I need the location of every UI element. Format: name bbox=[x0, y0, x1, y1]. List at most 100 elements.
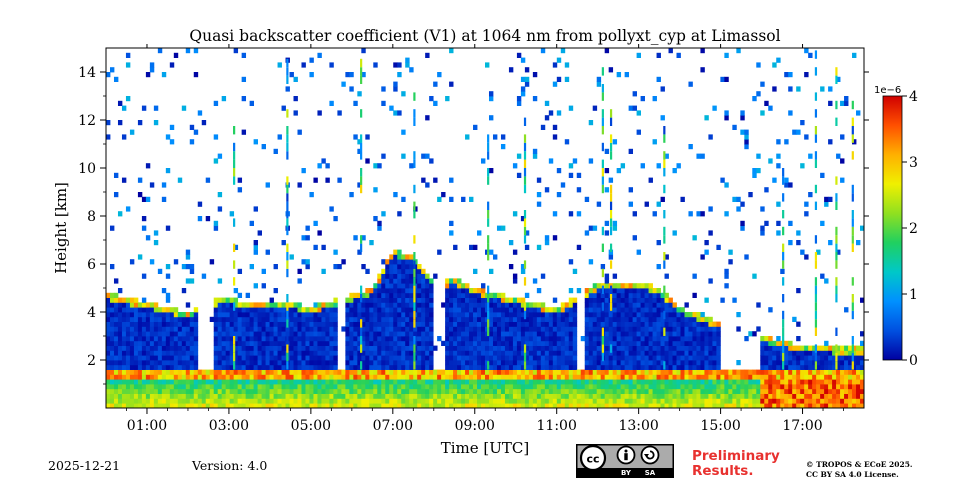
heatmap-cell bbox=[663, 327, 666, 336]
heatmap-cell bbox=[281, 403, 286, 409]
heatmap-cell bbox=[373, 283, 378, 289]
heatmap-cell bbox=[844, 398, 849, 404]
heatmap-cell bbox=[692, 388, 697, 394]
heatmap-cell bbox=[401, 326, 406, 332]
heatmap-cell bbox=[185, 278, 191, 284]
heatmap-cell bbox=[680, 360, 685, 366]
heatmap-cell bbox=[856, 388, 861, 394]
heatmap-cell bbox=[237, 369, 243, 375]
heatmap-cell bbox=[632, 302, 637, 308]
heatmap-cell bbox=[568, 350, 574, 356]
heatmap-cell bbox=[523, 117, 527, 126]
heatmap-cell bbox=[381, 360, 386, 366]
heatmap-cell bbox=[373, 292, 378, 298]
heatmap-cell bbox=[500, 388, 506, 394]
heatmap-cell bbox=[744, 384, 749, 390]
heatmap-cell bbox=[417, 312, 422, 318]
heatmap-cell bbox=[568, 360, 574, 366]
heatmap-cell bbox=[756, 62, 761, 68]
heatmap-cell bbox=[700, 350, 705, 356]
heatmap-cell bbox=[640, 340, 645, 346]
heatmap-cell bbox=[664, 297, 669, 303]
heatmap-cell bbox=[668, 388, 673, 394]
heatmap-cell bbox=[409, 374, 414, 380]
heatmap-cell bbox=[281, 321, 286, 327]
heatmap-cell bbox=[153, 312, 159, 318]
heatmap-cell bbox=[313, 393, 318, 399]
heatmap-cell bbox=[528, 302, 534, 308]
heatmap-cell bbox=[125, 403, 131, 409]
heatmap-cell bbox=[445, 379, 450, 385]
heatmap-cell bbox=[329, 336, 334, 342]
heatmap-cell bbox=[628, 384, 634, 390]
heatmap-cell bbox=[524, 369, 530, 375]
heatmap-cell bbox=[556, 192, 562, 198]
heatmap-cell bbox=[704, 374, 709, 380]
heatmap-cell bbox=[121, 321, 127, 327]
heatmap-cell bbox=[117, 340, 123, 346]
heatmap-cell bbox=[169, 398, 175, 404]
heatmap-cell bbox=[628, 388, 634, 394]
heatmap-cell bbox=[345, 384, 350, 390]
heatmap-cell bbox=[576, 172, 582, 178]
heatmap-cell bbox=[704, 240, 709, 246]
heatmap-cell bbox=[676, 312, 681, 318]
heatmap-cell bbox=[213, 345, 219, 351]
heatmap-cell bbox=[700, 153, 705, 159]
heatmap-cell bbox=[441, 388, 446, 394]
heatmap-cell bbox=[289, 316, 294, 322]
heatmap-cell bbox=[217, 278, 223, 284]
heatmap-cell bbox=[449, 379, 454, 385]
heatmap-cell bbox=[796, 129, 801, 135]
heatmap-cell bbox=[748, 369, 753, 375]
heatmap-cell bbox=[604, 321, 610, 327]
heatmap-cell bbox=[532, 369, 538, 375]
heatmap-cell bbox=[724, 273, 729, 279]
heatmap-cell bbox=[608, 254, 614, 260]
heatmap-cell bbox=[477, 307, 482, 313]
heatmap-cell bbox=[620, 350, 626, 356]
heatmap-cell bbox=[337, 398, 342, 404]
heatmap-cell bbox=[321, 307, 326, 313]
heatmap-cell bbox=[173, 393, 179, 399]
heatmap-cell bbox=[848, 403, 853, 409]
heatmap-cell bbox=[201, 398, 207, 404]
heatmap-cell bbox=[704, 115, 709, 121]
heatmap-cell bbox=[672, 403, 677, 409]
heatmap-cell bbox=[560, 388, 566, 394]
heatmap-cell bbox=[840, 384, 845, 390]
heatmap-cell bbox=[357, 350, 362, 356]
heatmap-cell bbox=[393, 264, 398, 270]
heatmap-cell bbox=[417, 374, 422, 380]
heatmap-cell bbox=[297, 316, 302, 322]
heatmap-cell bbox=[556, 321, 562, 327]
heatmap-cell bbox=[584, 288, 590, 294]
heatmap-cell bbox=[365, 134, 370, 140]
heatmap-cell bbox=[596, 201, 602, 207]
heatmap-cell bbox=[636, 374, 641, 380]
heatmap-cell bbox=[149, 388, 155, 394]
heatmap-cell bbox=[389, 379, 394, 385]
heatmap-cell bbox=[708, 355, 713, 361]
heatmap-cell bbox=[165, 134, 171, 140]
heatmap-cell bbox=[716, 379, 721, 385]
heatmap-cell bbox=[445, 297, 450, 303]
heatmap-cell bbox=[145, 235, 151, 241]
heatmap-cell bbox=[297, 350, 302, 356]
heatmap-cell bbox=[692, 321, 697, 327]
heatmap-cell bbox=[237, 187, 243, 193]
heatmap-cell bbox=[492, 331, 498, 337]
heatmap-cell bbox=[616, 340, 622, 346]
heatmap-cell bbox=[360, 344, 363, 353]
heatmap-cell bbox=[524, 355, 530, 361]
heatmap-cell bbox=[656, 163, 661, 169]
heatmap-cell bbox=[564, 384, 570, 390]
heatmap-cell bbox=[840, 134, 845, 140]
heatmap-cell bbox=[488, 384, 494, 390]
heatmap-cell bbox=[137, 355, 143, 361]
heatmap-cell bbox=[281, 374, 286, 380]
heatmap-cell bbox=[784, 360, 789, 366]
heatmap-cell bbox=[153, 336, 159, 342]
heatmap-cell bbox=[708, 134, 713, 140]
heatmap-cell bbox=[397, 273, 402, 279]
